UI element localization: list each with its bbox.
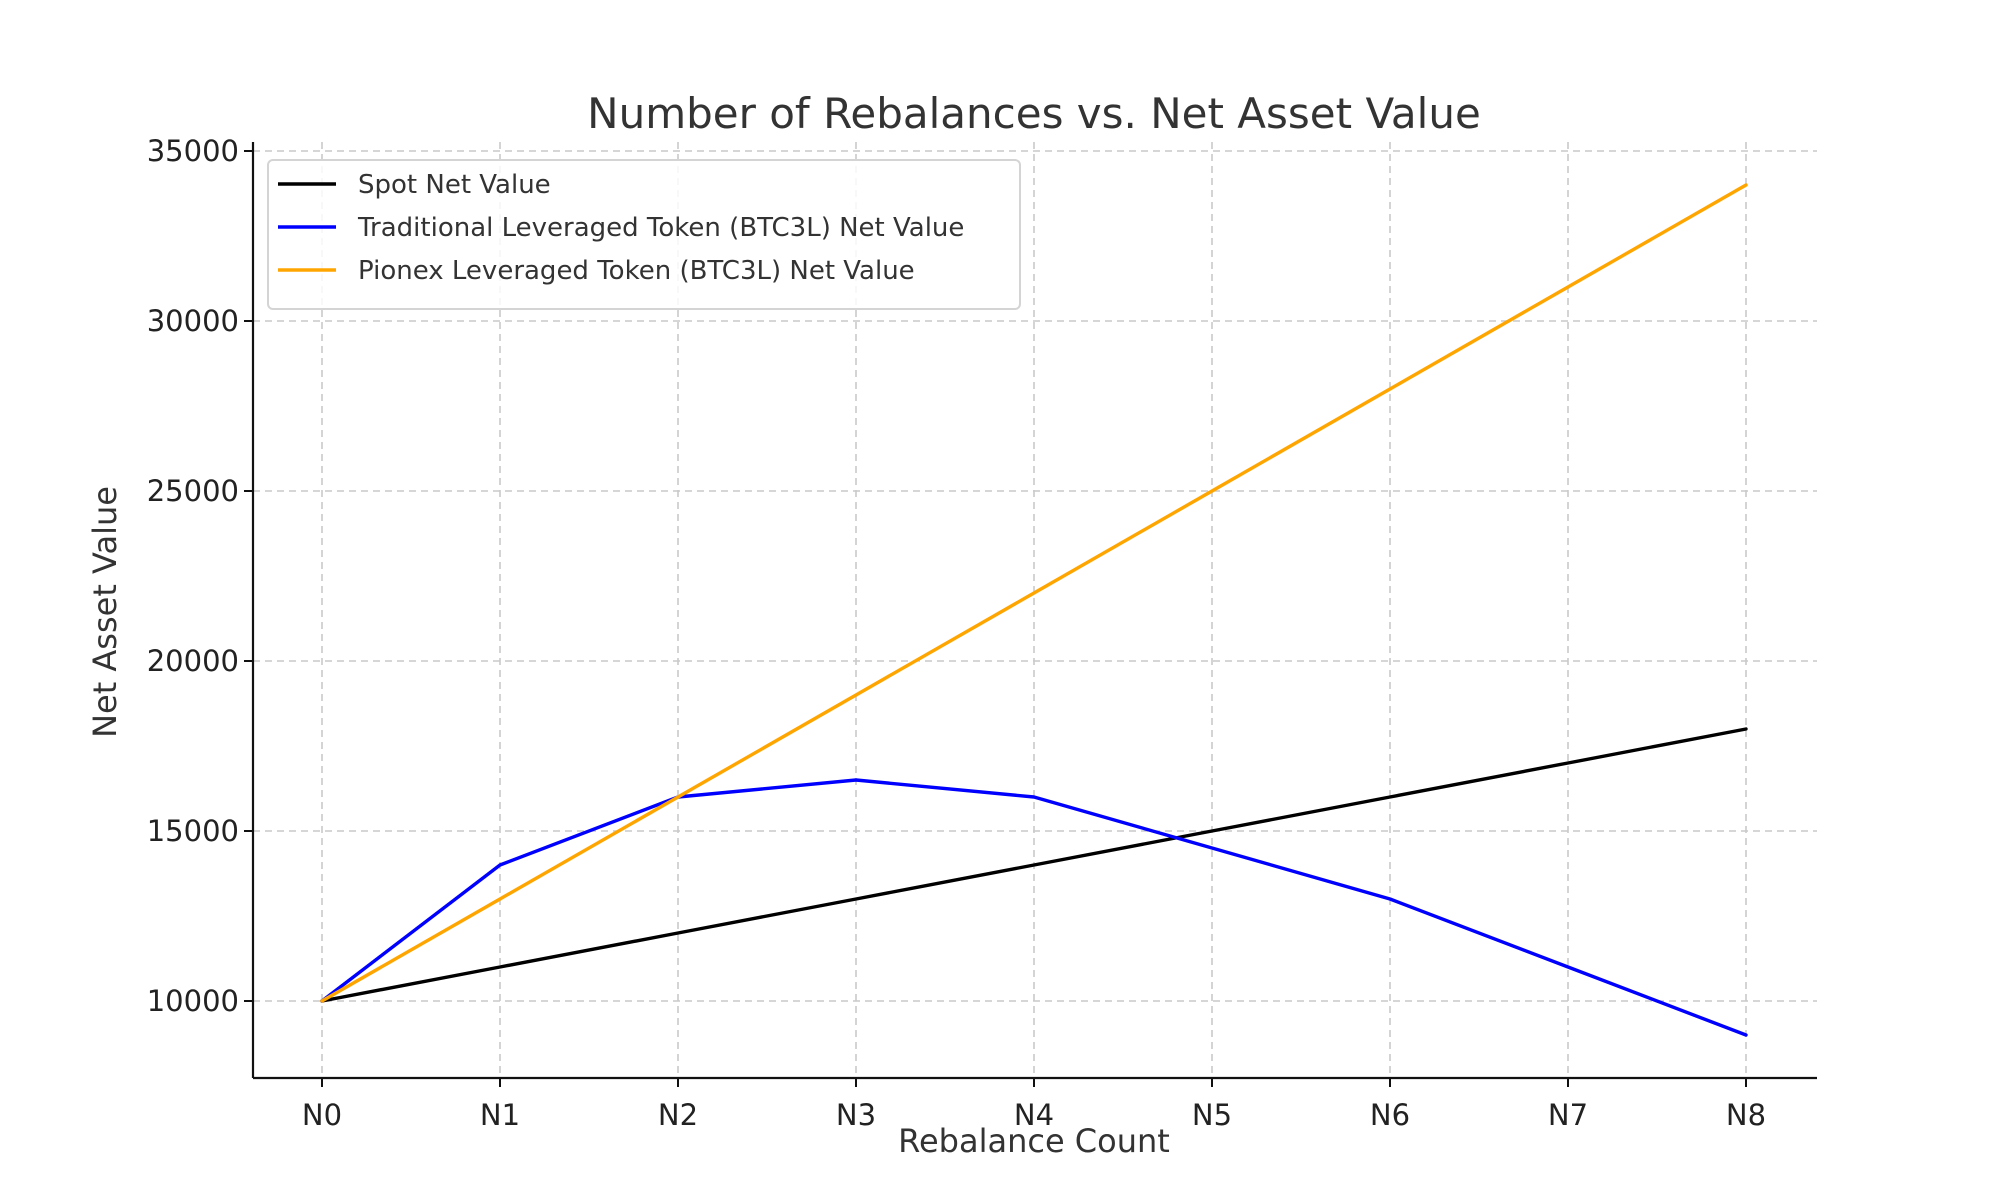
series-line-2 (320, 778, 1748, 1037)
y-tick-label: 35000 (147, 134, 239, 168)
legend-label: Spot Net Value (358, 170, 551, 200)
axes: N0 N1 N2 N3 N4 N5 N6 N7 N8 10000 15000 20000 25000 30… (147, 134, 1817, 1132)
y-tick-label: 25000 (147, 474, 239, 508)
series-line-3 (320, 183, 1748, 1003)
legend: Spot Net Value Traditional Leveraged Toke… (267, 159, 1021, 310)
chart-title: Number of Rebalances vs. Net Asset Value (587, 89, 1481, 138)
x-tick-label: N5 (1192, 1098, 1232, 1132)
y-tick-label: 30000 (147, 304, 239, 338)
y-tick-label: 20000 (147, 644, 239, 678)
x-tick-label: N2 (658, 1098, 698, 1132)
legend-label: Pionex Leveraged Token (BTC3L) Net Value (358, 256, 915, 286)
x-tick-label: N0 (302, 1098, 342, 1132)
legend-label: Traditional Leveraged Token (BTC3L) Net … (357, 213, 964, 243)
y-tick-label: 15000 (147, 814, 239, 848)
x-tick-label: N4 (1014, 1098, 1054, 1132)
x-tick-label: N6 (1370, 1098, 1410, 1132)
series-line-1 (320, 727, 1748, 1003)
x-tick-label: N3 (836, 1098, 876, 1132)
legend-box (267, 159, 1021, 310)
x-tick-label: N8 (1726, 1098, 1766, 1132)
series-lines (320, 183, 1748, 1037)
y-axis-label: Net Asset Value (86, 486, 124, 738)
x-tick-label: N1 (480, 1098, 520, 1132)
y-tick-label: 10000 (147, 984, 239, 1018)
x-tick-label: N7 (1548, 1098, 1588, 1132)
x-axis-label: Rebalance Count (898, 1122, 1170, 1160)
